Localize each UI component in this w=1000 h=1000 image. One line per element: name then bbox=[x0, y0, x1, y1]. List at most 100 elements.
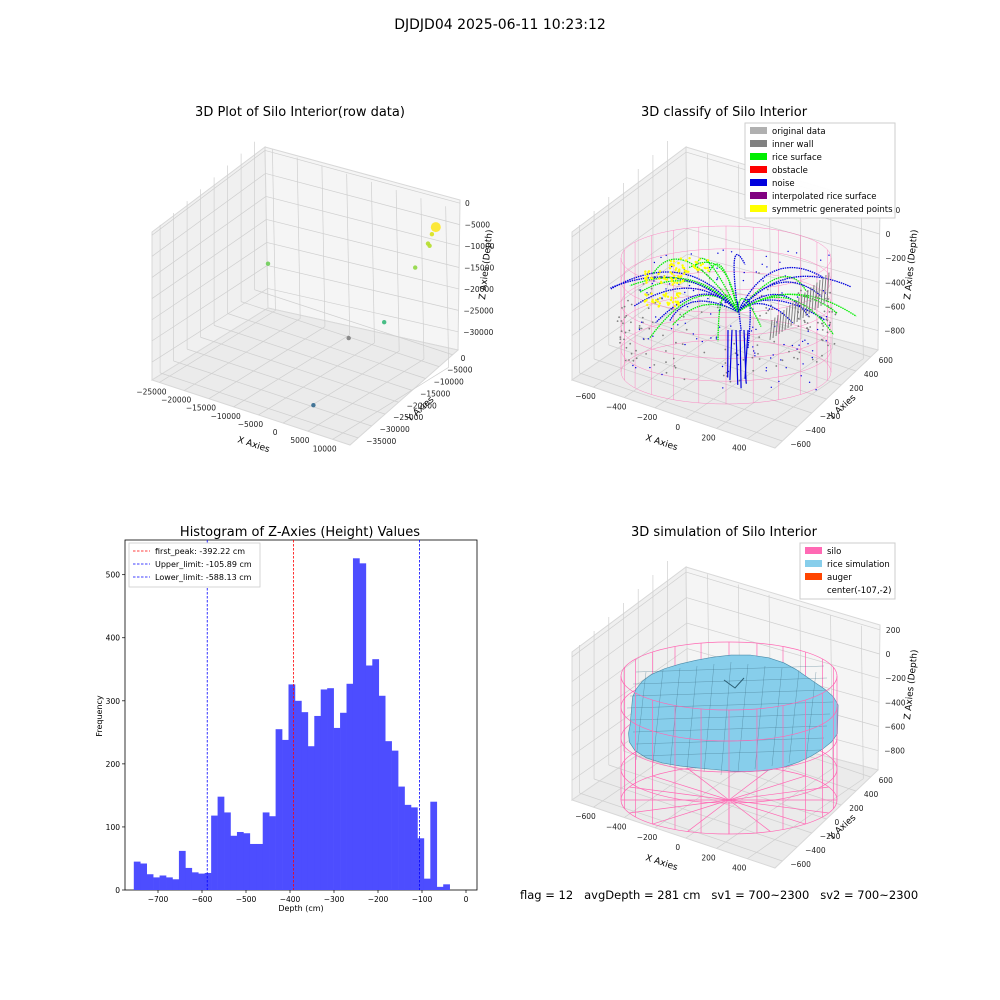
noise-scan bbox=[739, 329, 742, 389]
inner-wall-point bbox=[757, 352, 759, 355]
symmetric-point bbox=[643, 300, 646, 303]
inner-wall-point bbox=[665, 350, 667, 352]
simulation-z-tick-label: −200 bbox=[885, 674, 906, 683]
noise-point bbox=[808, 381, 811, 383]
histogram-ylabel: Frequency bbox=[95, 695, 104, 737]
symmetric-point bbox=[668, 264, 672, 267]
noise-point bbox=[653, 280, 655, 282]
classify-x-tick-label: −200 bbox=[637, 413, 658, 422]
histogram-bar bbox=[198, 873, 206, 890]
symmetric-point bbox=[684, 259, 688, 262]
noise-point bbox=[815, 389, 817, 391]
classify-y-tick-label: −400 bbox=[805, 426, 826, 435]
simulation-x-tick-label: −600 bbox=[575, 812, 596, 821]
inner-wall-point bbox=[815, 361, 818, 363]
inner-wall-point bbox=[817, 279, 821, 309]
symmetric-point bbox=[663, 275, 666, 278]
rice-surface-mesh bbox=[629, 689, 831, 697]
symmetric-point bbox=[685, 270, 688, 273]
noise-point bbox=[770, 357, 772, 359]
raw-y-gridline bbox=[227, 313, 426, 379]
noise-point bbox=[710, 337, 712, 339]
inner-wall-point bbox=[665, 371, 668, 374]
noise-point bbox=[721, 365, 724, 368]
inner-wall-point bbox=[806, 327, 809, 330]
noise-scan bbox=[669, 300, 739, 322]
histogram-bar bbox=[398, 786, 405, 890]
histogram-bar bbox=[423, 878, 431, 890]
legend-label: Upper_limit: -105.89 cm bbox=[155, 560, 252, 569]
inner-wall-point bbox=[647, 307, 650, 310]
silo-floor-spoke bbox=[629, 786, 730, 801]
noise-point bbox=[665, 288, 667, 290]
noise-point bbox=[730, 251, 733, 253]
raw-x-gridline bbox=[159, 310, 276, 383]
simulation-z-tick-label: −600 bbox=[885, 723, 906, 732]
noise-point bbox=[791, 344, 794, 347]
classify-y-gridline bbox=[623, 330, 827, 400]
symmetric-point bbox=[675, 267, 678, 270]
inner-wall-point bbox=[826, 331, 829, 334]
inner-wall-point bbox=[656, 298, 659, 301]
inner-wall-point bbox=[807, 328, 810, 331]
noise-point bbox=[686, 306, 689, 308]
inner-wall-point bbox=[759, 314, 761, 317]
noise-point bbox=[653, 261, 656, 264]
inner-wall-point bbox=[729, 380, 732, 383]
symmetric-point bbox=[660, 281, 663, 285]
inner-wall-point bbox=[628, 329, 631, 332]
noise-point bbox=[716, 278, 718, 281]
simulation-z-tick-label: 0 bbox=[886, 650, 891, 659]
noise-scan bbox=[737, 293, 809, 317]
inner-wall-point bbox=[758, 336, 761, 339]
simulation-3d-panel: 3D simulation of Silo Interior X Axies Y… bbox=[570, 525, 920, 873]
classify-x-tick-label: 400 bbox=[732, 444, 747, 453]
noise-point bbox=[671, 265, 673, 268]
classify-legend-frame bbox=[744, 122, 896, 219]
inner-wall-point bbox=[822, 325, 825, 327]
noise-point bbox=[787, 250, 789, 253]
symmetric-point bbox=[650, 292, 653, 295]
inner-wall-point bbox=[638, 325, 641, 327]
inner-wall-point bbox=[821, 339, 824, 342]
rice-surface-mesh bbox=[632, 725, 828, 733]
inner-wall-point bbox=[790, 302, 794, 327]
simulation-x-gridline bbox=[860, 625, 864, 779]
classify-x-gridline bbox=[707, 154, 710, 308]
raw-x-tick-label: −5000 bbox=[238, 420, 264, 429]
raw-3d-title: 3D Plot of Silo Interior(row data) bbox=[195, 105, 405, 120]
inner-wall-point bbox=[642, 321, 644, 324]
noise-point bbox=[828, 254, 830, 256]
inner-wall-point bbox=[651, 321, 654, 324]
symmetric-point bbox=[688, 257, 691, 260]
inner-wall-point bbox=[784, 307, 788, 331]
classify-y-gridline bbox=[593, 358, 798, 428]
histogram-title: Histogram of Z-Axies (Height) Values bbox=[180, 525, 420, 540]
histogram-bar bbox=[365, 665, 373, 890]
noise-point bbox=[707, 297, 709, 300]
inner-wall-point bbox=[681, 343, 684, 345]
raw-y-gridline bbox=[254, 289, 453, 356]
simulation-x-gridline bbox=[830, 615, 833, 769]
noise-point bbox=[779, 261, 781, 263]
inner-wall-point bbox=[645, 353, 647, 355]
noise-point bbox=[651, 282, 653, 285]
inner-wall-point bbox=[642, 283, 645, 285]
inner-wall-point bbox=[811, 358, 814, 361]
histogram-bar bbox=[378, 695, 386, 890]
histogram-bar bbox=[269, 816, 276, 890]
inner-wall-point bbox=[673, 365, 676, 367]
classify-3d-xlabel: X Axies bbox=[644, 433, 679, 453]
inner-wall-point bbox=[771, 308, 773, 310]
symmetric-point bbox=[698, 258, 701, 261]
noise-point bbox=[796, 348, 798, 350]
rice-surface-mesh bbox=[632, 677, 828, 685]
histogram-bar bbox=[236, 831, 244, 890]
histogram-x-tick-label: −100 bbox=[412, 895, 433, 904]
noise-point bbox=[652, 335, 654, 337]
inner-wall-point bbox=[675, 341, 677, 344]
noise-point bbox=[737, 363, 740, 366]
inner-wall-point bbox=[752, 369, 755, 372]
symmetric-point bbox=[674, 277, 677, 281]
rice-surface-scan bbox=[737, 296, 835, 336]
